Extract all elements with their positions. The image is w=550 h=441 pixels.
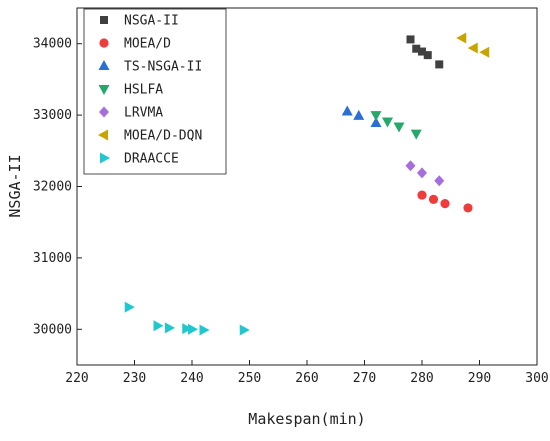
y-tick-label: 33000 — [33, 108, 72, 123]
legend-label-nsga-ii: NSGA-II — [124, 14, 179, 29]
data-point-draacce — [199, 324, 210, 336]
legend: NSGA-II MOEA/D TS-NSGA-II HSLFA LRVMA MOEA/D-… — [83, 8, 227, 175]
data-point-hslfa — [370, 111, 382, 122]
data-point-draacce — [124, 301, 135, 313]
x-tick-label: 300 — [525, 371, 548, 386]
data-point-moea-d — [440, 199, 450, 209]
data-point-moea-d — [428, 194, 439, 204]
data-point-hslfa — [410, 129, 422, 140]
data-point-moea-d — [417, 190, 427, 200]
x-tick-label: 260 — [295, 371, 318, 386]
y-tick-label: 30000 — [33, 322, 72, 337]
x-tick-label: 240 — [180, 371, 203, 386]
legend-label-draacce: DRAACCE — [124, 152, 179, 167]
x-tick-label: 280 — [410, 371, 433, 386]
data-point-ts-nsga-ii — [341, 105, 353, 116]
legend-box — [83, 8, 227, 175]
data-point-moea-d-dqn — [467, 42, 478, 54]
legend-marker-draacce — [100, 152, 110, 164]
data-point-ts-nsga-ii — [353, 109, 365, 120]
data-point-draacce — [182, 323, 193, 335]
x-axis-title: Makespan(min) — [248, 410, 365, 428]
x-tick-label: 250 — [238, 371, 261, 386]
axis-ticks: 220 230 240 250 260 270 280 290 300 30000 31000 320… — [33, 37, 549, 386]
legend-marker-lrvma — [99, 106, 109, 118]
data-point-lrvma — [417, 167, 427, 179]
y-tick-label: 32000 — [33, 180, 72, 195]
data-point-hslfa — [382, 117, 393, 128]
legend-label-moea-d-dqn: MOEA/D-DQN — [124, 129, 202, 144]
y-axis-title: NSGA-II — [6, 154, 24, 217]
x-tick-label: 270 — [353, 371, 376, 386]
y-tick-label: 31000 — [33, 251, 72, 266]
legend-label-hslfa: HSLFA — [124, 83, 163, 98]
data-point-lrvma — [405, 160, 416, 172]
legend-marker-ts-nsga-ii — [98, 60, 110, 70]
data-point-lrvma — [434, 175, 445, 187]
x-tick-label: 230 — [123, 371, 146, 386]
data-point-draacce — [165, 322, 175, 334]
data-point-nsga-ii — [412, 44, 421, 53]
legend-marker-moea-d — [99, 38, 109, 48]
data-point-draacce — [188, 323, 198, 335]
data-point-nsga-ii — [423, 51, 432, 60]
data-point-draacce — [239, 324, 250, 336]
data-point-moea-d — [463, 203, 473, 213]
data-point-nsga-ii — [406, 35, 415, 44]
legend-label-moea-d: MOEA/D — [124, 37, 171, 52]
legend-label-lrvma: LRVMA — [124, 106, 163, 121]
legend-label-ts-nsga-ii: TS-NSGA-II — [124, 60, 202, 75]
legend-marker-hslfa — [98, 85, 110, 95]
data-point-nsga-ii — [435, 60, 444, 69]
legend-marker-nsga-ii — [100, 16, 108, 24]
data-point-moea-d-dqn — [479, 46, 490, 58]
data-points — [124, 32, 490, 336]
x-tick-label: 290 — [468, 371, 491, 386]
legend-marker-moea-d-dqn — [98, 129, 108, 141]
x-tick-label: 220 — [65, 371, 88, 386]
data-point-moea-d-dqn — [456, 32, 467, 44]
data-point-ts-nsga-ii — [370, 116, 382, 127]
data-point-hslfa — [393, 122, 405, 133]
data-point-draacce — [153, 320, 164, 332]
data-point-nsga-ii — [418, 47, 426, 56]
y-tick-label: 34000 — [33, 37, 72, 52]
